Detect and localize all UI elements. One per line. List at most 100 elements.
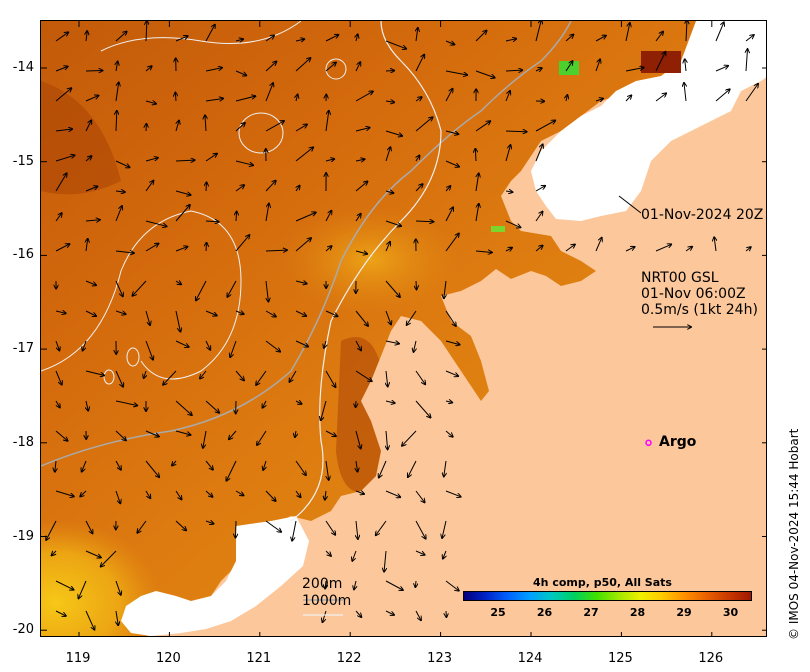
current-vector — [414, 340, 417, 352]
current-vector — [746, 49, 748, 72]
current-vector — [229, 430, 237, 439]
current-vector — [355, 251, 367, 254]
current-vector — [206, 243, 207, 252]
current-vector — [55, 88, 71, 102]
current-vector — [384, 550, 386, 572]
current-vector — [325, 370, 335, 387]
current-vector — [595, 99, 603, 101]
current-vector — [115, 32, 127, 42]
current-vector — [55, 340, 59, 350]
hot-pixels-ne — [641, 51, 681, 73]
argo-float-marker — [645, 439, 652, 447]
current-vector — [505, 131, 527, 132]
current-vector — [655, 93, 666, 102]
current-vector — [714, 237, 716, 252]
current-vector — [445, 340, 460, 345]
current-vector — [80, 490, 87, 496]
current-vector — [356, 460, 358, 472]
current-vector — [565, 245, 575, 252]
bathymetry-1000m-label: 1000m — [302, 593, 352, 609]
current-vector — [115, 460, 121, 470]
current-vector — [52, 550, 57, 555]
current-vector — [265, 62, 276, 72]
current-vector — [415, 550, 425, 555]
current-vector — [145, 430, 159, 437]
current-vector — [55, 311, 66, 313]
current-vector — [175, 160, 195, 161]
current-vector — [205, 340, 210, 350]
contour-1000m-b — [41, 210, 242, 380]
y-tick-label: -19 — [12, 528, 34, 544]
current-vector — [115, 310, 126, 314]
current-vector — [415, 55, 424, 72]
current-vector — [445, 401, 452, 403]
current-vector — [535, 246, 543, 252]
current-vector — [257, 430, 267, 445]
current-vector — [625, 68, 644, 72]
y-tick-label: -18 — [12, 434, 34, 450]
current-vector — [115, 430, 126, 440]
current-vector — [295, 460, 306, 475]
current-vector — [205, 400, 219, 413]
current-vector — [205, 68, 222, 72]
current-vector — [115, 251, 134, 253]
contour-ring-3 — [126, 347, 140, 367]
green-pixels — [559, 61, 579, 75]
current-vector — [175, 400, 192, 415]
sst-map — [40, 20, 767, 637]
current-vector — [295, 213, 316, 222]
colorbar-tick-label: 30 — [722, 606, 739, 619]
current-vector — [325, 550, 331, 556]
current-vector — [355, 159, 365, 161]
current-vector — [385, 242, 390, 252]
current-vector — [55, 67, 68, 72]
current-vector — [55, 213, 62, 222]
current-vector — [295, 39, 304, 41]
current-vector — [356, 34, 358, 42]
current-vector — [505, 220, 520, 227]
current-vector — [745, 35, 754, 42]
y-tick-label: -14 — [12, 60, 34, 75]
current-vector — [86, 239, 88, 252]
current-vector — [115, 370, 123, 387]
current-vector — [686, 21, 687, 42]
current-vector — [325, 63, 336, 72]
current-vector — [145, 220, 167, 226]
current-vector — [355, 91, 373, 102]
current-vector — [445, 40, 454, 45]
current-vector — [115, 280, 123, 296]
current-vector — [235, 311, 244, 314]
current-vector — [535, 68, 542, 71]
current-vector — [445, 370, 458, 376]
current-vector — [325, 310, 338, 316]
current-vector — [265, 36, 274, 42]
current-time-label: 01-Nov 06:00Z — [641, 286, 746, 302]
current-vector — [505, 39, 516, 41]
current-vector — [205, 460, 213, 470]
current-vector — [475, 31, 487, 42]
current-vector — [385, 580, 403, 590]
current-vector — [355, 62, 360, 72]
current-vector — [235, 123, 245, 132]
current-vector — [416, 28, 418, 42]
current-vector — [175, 281, 181, 284]
current-vector — [265, 490, 276, 501]
current-vector — [385, 280, 400, 297]
current-vector — [445, 207, 453, 222]
current-vector — [55, 490, 74, 496]
current-vector — [325, 159, 334, 161]
current-vector — [115, 400, 137, 406]
current-vector — [355, 610, 361, 617]
current-vector — [445, 234, 459, 252]
current-vector — [263, 400, 267, 408]
contour-ring-2 — [325, 58, 347, 80]
current-vector — [475, 121, 490, 132]
current-vector — [82, 460, 87, 472]
y-tick-label: -16 — [12, 247, 34, 263]
current-vector — [175, 520, 186, 530]
current-vector — [115, 191, 125, 192]
current-vector — [235, 39, 243, 41]
current-vector — [386, 430, 388, 449]
current-vector — [355, 491, 364, 494]
current-vector — [295, 401, 302, 404]
